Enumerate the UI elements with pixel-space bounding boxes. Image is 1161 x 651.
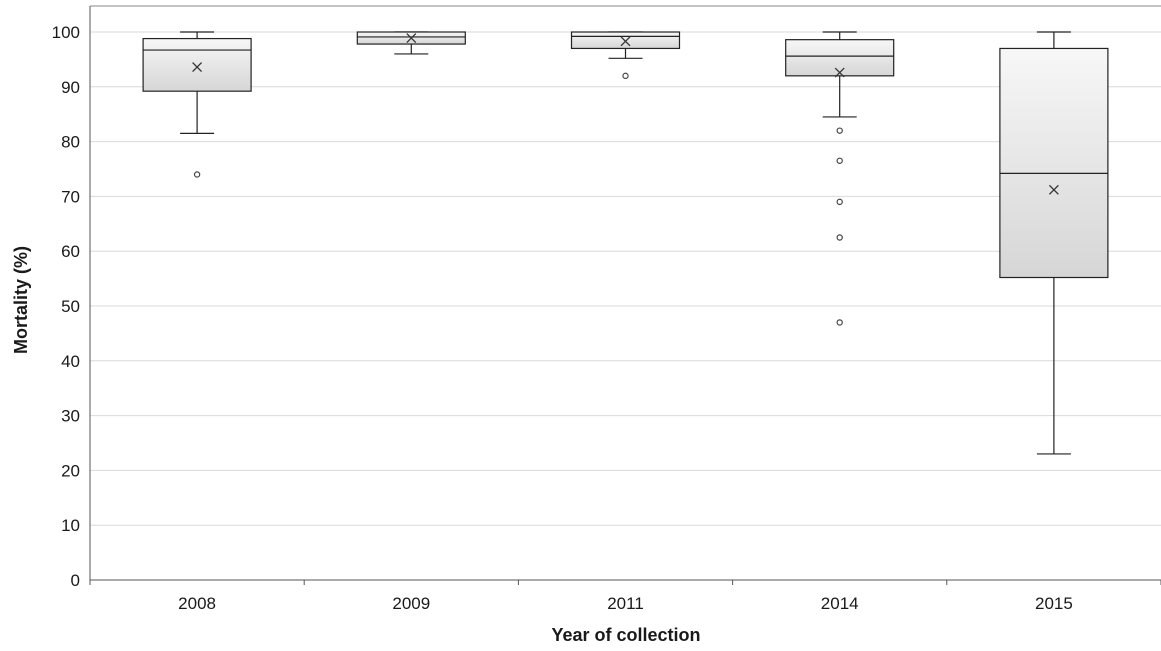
outlier-2014-0	[836, 127, 843, 134]
y-tick-label-70: 70	[61, 187, 80, 206]
y-tick-label-30: 30	[61, 407, 80, 426]
outlier-2014-3	[836, 234, 843, 241]
iqr-box-2008	[142, 37, 252, 92]
x-tick-label-2015: 2015	[1035, 594, 1073, 613]
box-2014	[785, 31, 895, 326]
mean-marker-2015	[1048, 184, 1059, 195]
y-tick-label-40: 40	[61, 352, 80, 371]
outlier-2014-2	[836, 198, 843, 206]
tick-labels: 0 10 20 30 40 50 60 70 80 90 100 2008 2009 2011 2014 20…	[52, 23, 1073, 613]
mean-marker-stroke-b	[620, 36, 631, 47]
box-2015	[999, 31, 1109, 455]
mean-marker-2009	[406, 33, 417, 43]
box-2009	[356, 31, 466, 55]
y-tick-label-50: 50	[61, 297, 80, 316]
outlier-2014-4	[836, 319, 843, 326]
x-tick-label-2011: 2011	[607, 594, 644, 613]
y-tick-label-90: 90	[61, 78, 80, 97]
axes	[89, 5, 1161, 585]
mean-marker-2014	[834, 67, 845, 78]
iqr-box-2015	[999, 47, 1109, 279]
mean-marker-stroke-b	[1048, 184, 1059, 195]
mean-marker-2011	[620, 36, 631, 47]
x-tick-label-2014: 2014	[821, 594, 859, 613]
y-tick-label-60: 60	[61, 242, 80, 261]
y-tick-label-20: 20	[61, 461, 80, 480]
mean-marker-stroke-b	[192, 62, 203, 73]
boxes	[142, 31, 1109, 455]
iqr-box-2014	[785, 39, 895, 77]
y-tick-label-10: 10	[61, 516, 80, 535]
mean-marker-stroke-b	[834, 67, 845, 78]
outlier-2014-1	[836, 157, 843, 164]
x-tick-label-2008: 2008	[178, 594, 216, 613]
y-axis-title: Mortality (%)	[11, 246, 31, 354]
outlier-2011-0	[622, 72, 629, 80]
grid-lines	[90, 31, 1161, 526]
y-tick-label-0: 0	[71, 571, 80, 590]
x-tick-label-2009: 2009	[392, 594, 430, 613]
iqr-box-2011	[570, 31, 681, 50]
y-tick-label-80: 80	[61, 133, 80, 152]
box-2011	[570, 31, 681, 80]
mean-marker-stroke-b	[406, 33, 417, 43]
x-axis-title: Year of collection	[551, 625, 700, 645]
outlier-2008-0	[193, 171, 201, 178]
y-tick-label-100: 100	[52, 23, 80, 42]
box-2008	[142, 31, 252, 178]
mean-marker-2008	[192, 62, 203, 73]
